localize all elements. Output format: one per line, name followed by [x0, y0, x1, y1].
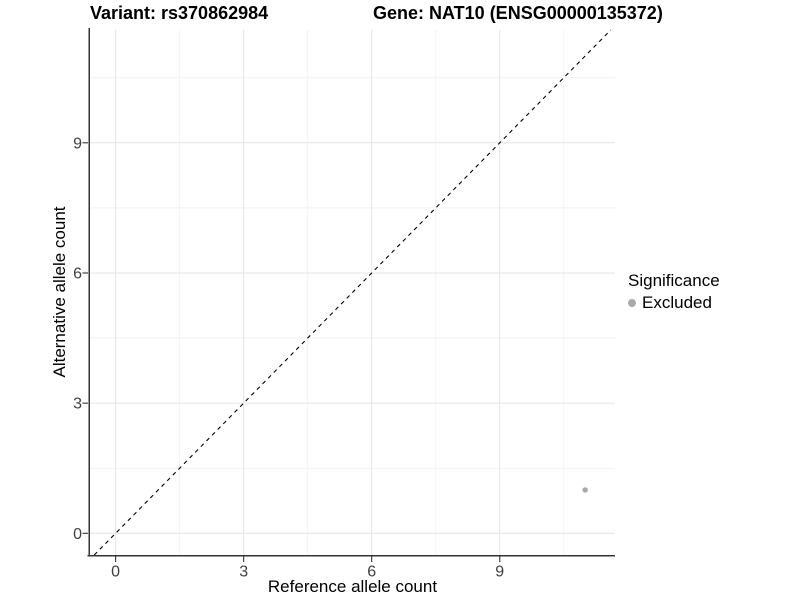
x-tick-label: 3: [239, 564, 248, 581]
legend-entry-label: Excluded: [642, 293, 712, 312]
legend-point-icon: [628, 299, 636, 307]
legend-title: Significance: [628, 271, 720, 290]
data-point: [582, 487, 588, 493]
y-tick-label: 6: [73, 265, 82, 282]
identity-dashed-line: [93, 29, 612, 556]
x-axis-title: Reference allele count: [267, 577, 438, 596]
variant-title: Variant: rs370862984: [90, 3, 269, 23]
x-tick-label: 6: [367, 564, 376, 581]
x-tick-label: 0: [111, 564, 120, 581]
legend: Significance Excluded: [628, 271, 720, 313]
y-axis-title: Alternative allele count: [50, 206, 69, 378]
x-tick-label: 9: [495, 564, 504, 581]
y-tick-label: 3: [73, 396, 82, 413]
legend-entry-excluded: Excluded: [628, 293, 720, 313]
y-tick-label: 9: [73, 135, 82, 152]
gene-title: Gene: NAT10 (ENSG00000135372): [373, 3, 663, 23]
y-tick-label: 0: [73, 526, 82, 543]
